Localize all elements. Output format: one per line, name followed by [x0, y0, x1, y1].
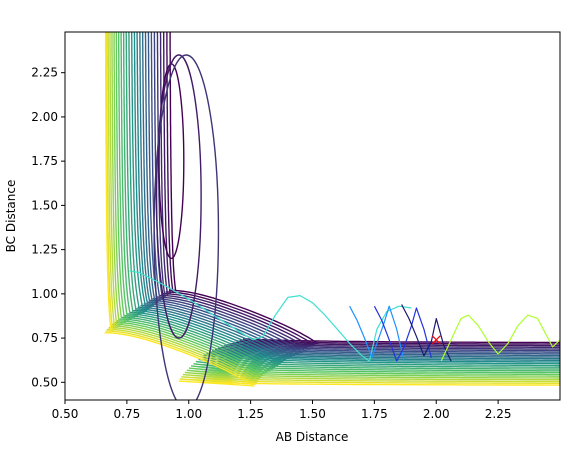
contour-line	[124, 32, 560, 370]
contour-line	[137, 32, 560, 362]
contour-line	[129, 32, 560, 367]
trajectory-path	[349, 305, 405, 362]
y-tick-label: 1.00	[31, 287, 58, 301]
contour-line	[159, 32, 560, 350]
x-tick-label: 2.25	[485, 407, 512, 421]
contour-line	[140, 32, 560, 360]
y-tick-label: 0.75	[31, 331, 58, 345]
contour-line	[104, 32, 560, 387]
contour-line	[155, 54, 202, 339]
y-axis-ticks: 0.50 0.75 1.00 1.25 1.50 1.75 2.00 2.25	[31, 66, 65, 389]
contour-line	[114, 32, 560, 377]
marker-layer	[431, 335, 441, 345]
y-axis-label: BC Distance	[4, 180, 18, 253]
contour-line	[134, 32, 560, 363]
contour-line	[107, 32, 560, 384]
y-tick-label: 1.50	[31, 198, 58, 212]
contour-line	[108, 32, 560, 382]
y-tick-label: 1.25	[31, 243, 58, 257]
contour-line	[112, 32, 560, 379]
contour-line	[162, 32, 560, 348]
trajectory-path	[129, 270, 412, 362]
x-tick-label: 1.50	[299, 407, 326, 421]
trajectory-paths	[129, 270, 560, 362]
contour-lines	[104, 32, 560, 400]
x-tick-label: 0.50	[52, 407, 79, 421]
contour-line	[105, 32, 560, 385]
x-tick-label: 2.00	[423, 407, 450, 421]
contour-line	[126, 32, 560, 368]
contour-line	[153, 54, 220, 400]
x-axis-label: AB Distance	[276, 430, 349, 444]
x-tick-label: 1.75	[361, 407, 388, 421]
contour-line	[121, 32, 560, 372]
start-point-marker	[431, 335, 441, 345]
y-tick-label: 2.25	[31, 66, 58, 80]
y-tick-label: 2.00	[31, 110, 58, 124]
contour-line	[119, 32, 560, 373]
x-axis-ticks: 0.50 0.75 1.00 1.25 1.50 1.75 2.00 2.25	[52, 400, 512, 421]
x-tick-label: 0.75	[114, 407, 141, 421]
trajectory-path	[440, 314, 560, 362]
y-tick-label: 1.75	[31, 154, 58, 168]
x-tick-label: 1.00	[175, 407, 202, 421]
contour-line	[132, 32, 560, 365]
contour-line	[116, 32, 560, 375]
y-tick-label: 0.50	[31, 375, 58, 389]
trajectory-path	[373, 305, 432, 362]
trajectory-path	[401, 304, 452, 362]
contour-line	[110, 32, 560, 381]
x-tick-label: 1.25	[237, 407, 264, 421]
